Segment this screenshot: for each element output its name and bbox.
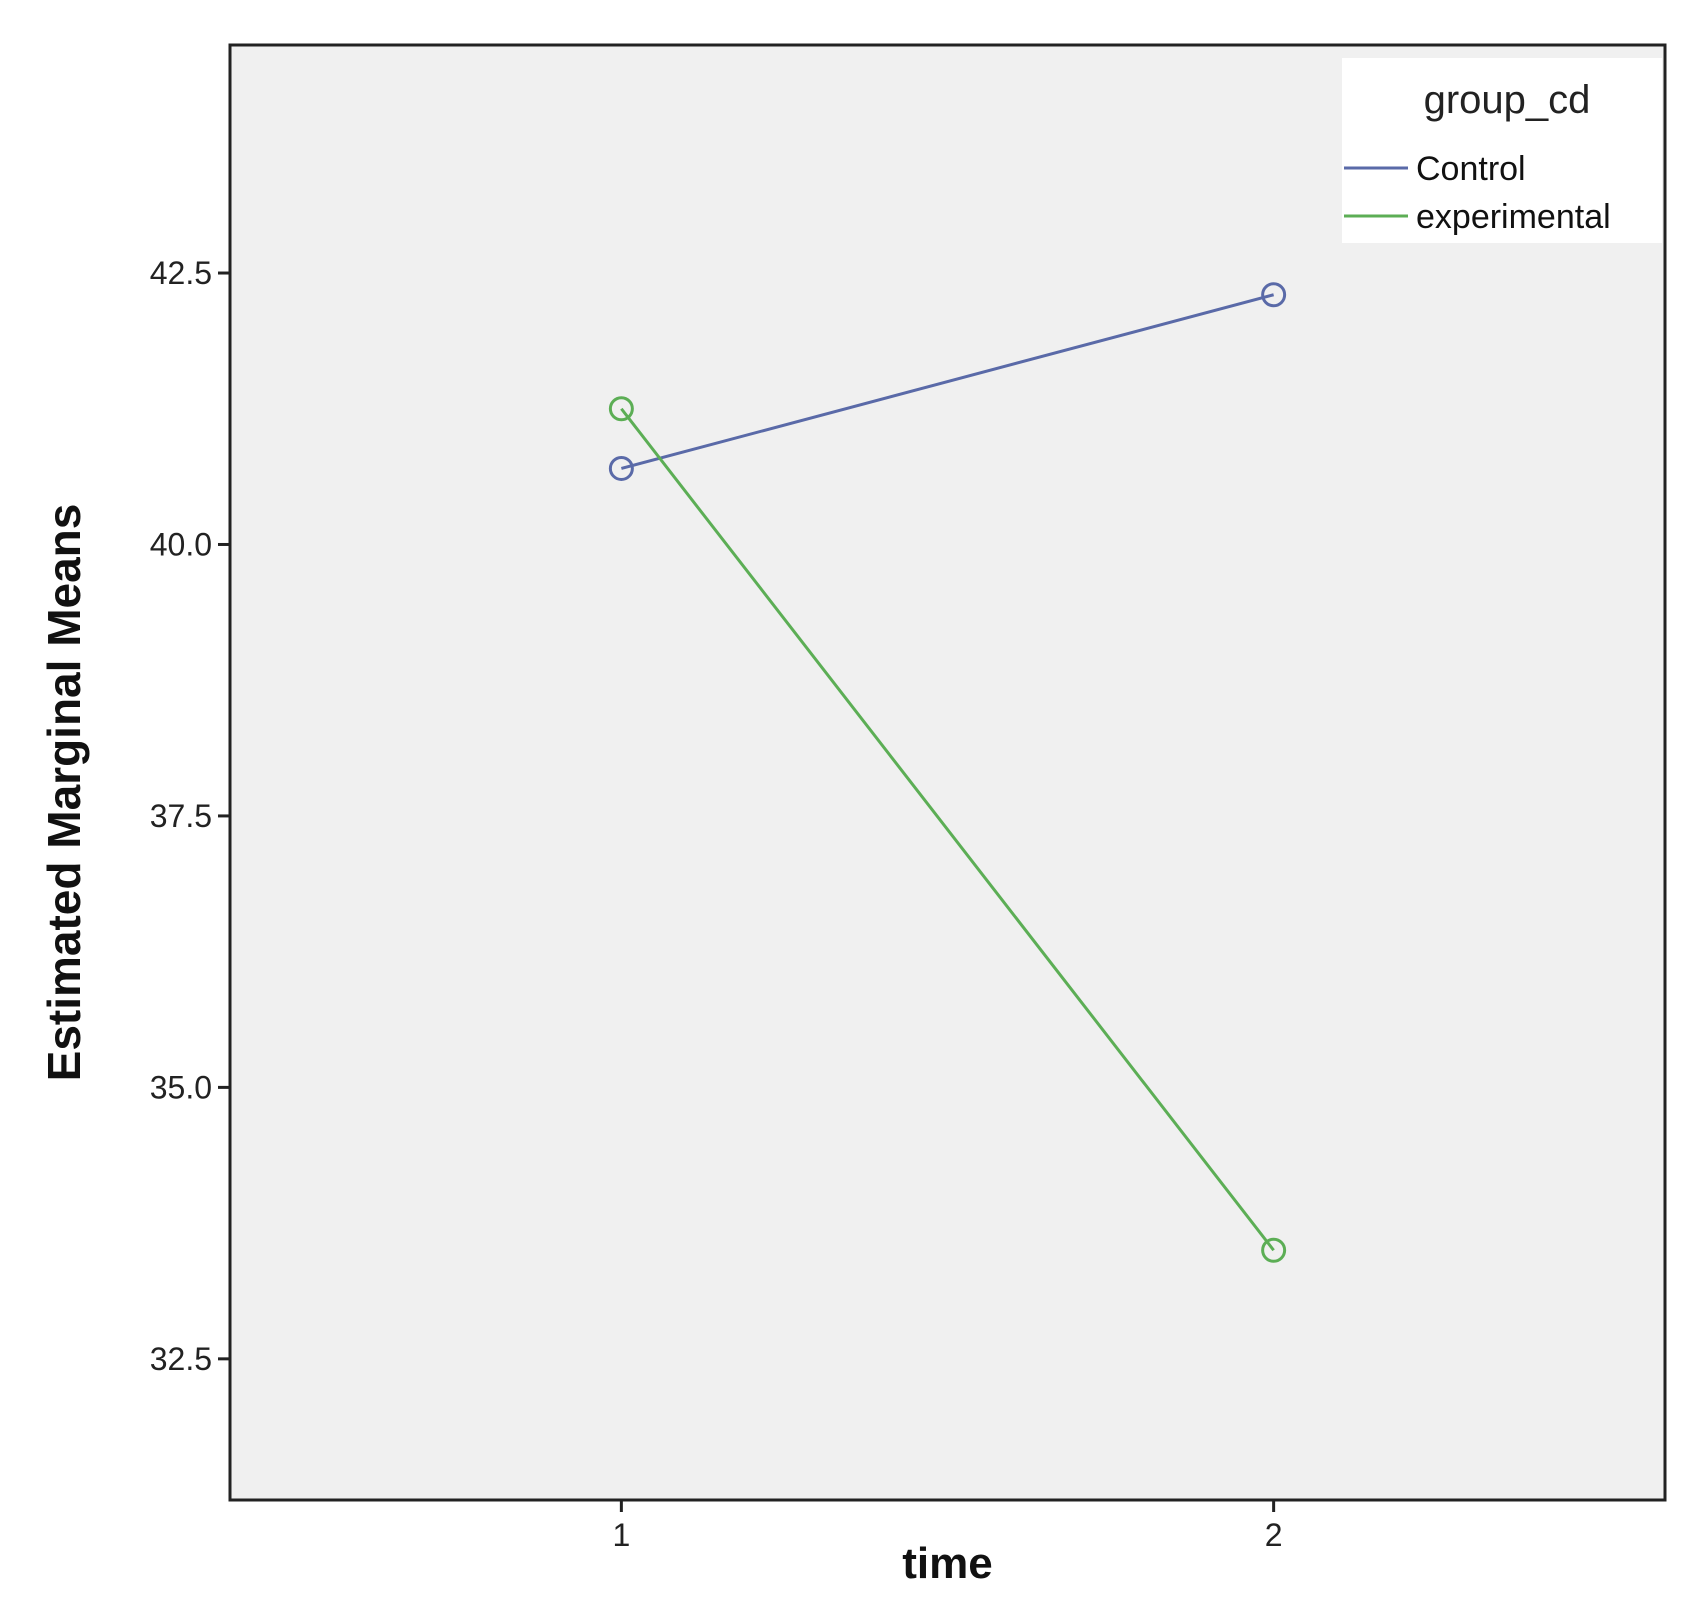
y-tick-label: 40.0 <box>150 526 212 562</box>
plot-area <box>228 43 1667 1502</box>
y-tick-label: 32.5 <box>150 1341 212 1377</box>
data-point <box>608 396 634 422</box>
legend-box <box>1342 58 1662 243</box>
x-tick-label: 2 <box>1265 1517 1283 1553</box>
series-control <box>608 282 1287 481</box>
series-line <box>620 293 1275 470</box>
y-axis-title: Estimated Marginal Means <box>38 504 90 1082</box>
x-axis-title: time <box>902 1539 992 1588</box>
legend: group_cd Control experimental <box>1342 58 1662 243</box>
y-tick-label: 42.5 <box>150 255 212 291</box>
y-tick-label: 35.0 <box>150 1069 212 1105</box>
data-point <box>1261 1237 1287 1263</box>
legend-label: experimental <box>1416 198 1611 236</box>
y-axis-ticks: 32.5 35.0 37.5 40.0 42.5 <box>150 255 230 1377</box>
x-tick-label: 1 <box>612 1517 630 1553</box>
y-tick-label: 37.5 <box>150 798 212 834</box>
series-layer <box>608 282 1287 1263</box>
data-point <box>608 455 634 481</box>
series-line <box>620 407 1275 1252</box>
legend-label: Control <box>1416 150 1526 188</box>
legend-title: group_cd <box>1424 78 1591 122</box>
series-experimental <box>608 396 1287 1263</box>
data-point <box>1261 282 1287 308</box>
